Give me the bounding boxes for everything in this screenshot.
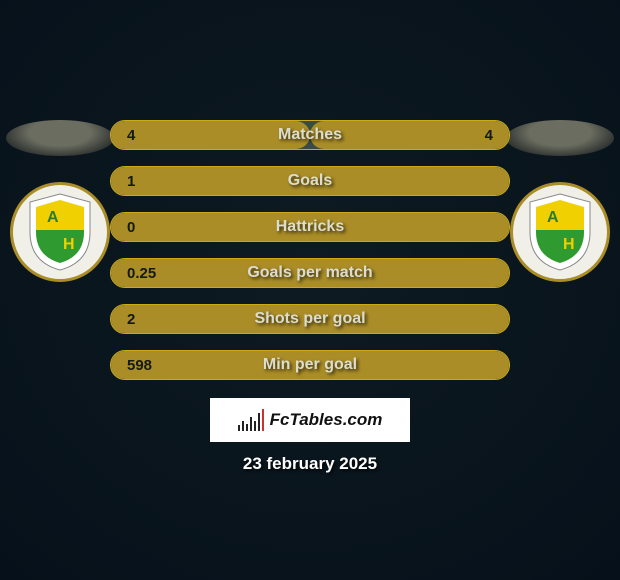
stat-row: Goals1 xyxy=(110,166,510,196)
shield-icon: A H xyxy=(25,192,95,272)
logo-bar-segment xyxy=(242,421,244,431)
stat-bars: Matches4 4 Goals1 Hattricks0 Goals per match… xyxy=(110,120,510,396)
player-left-badge: A H xyxy=(10,182,110,282)
stat-label: Goals xyxy=(111,167,509,195)
stat-value-left: 598 xyxy=(127,351,152,379)
svg-text:A: A xyxy=(547,209,559,226)
logo-text: FcTables.com xyxy=(270,410,383,430)
player-right-column: A H xyxy=(500,110,620,282)
player-left-column: A H xyxy=(0,110,120,282)
stat-label: Hattricks xyxy=(111,213,509,241)
stat-value-left: 4 xyxy=(127,121,135,149)
svg-text:H: H xyxy=(563,236,575,253)
stat-value-right: 4 xyxy=(485,121,493,149)
stat-row: Min per goal598 xyxy=(110,350,510,380)
logo-bar-segment xyxy=(250,417,252,431)
stat-value-left: 1 xyxy=(127,167,135,195)
logo-bar-segment xyxy=(262,409,264,431)
chart-icon xyxy=(238,409,264,431)
stat-row: Matches4 4 xyxy=(110,120,510,150)
stat-value-left: 0 xyxy=(127,213,135,241)
logo-bar-segment xyxy=(238,425,240,431)
svg-text:A: A xyxy=(47,209,59,226)
stat-label: Min per goal xyxy=(111,351,509,379)
stat-row: Hattricks0 xyxy=(110,212,510,242)
stat-value-left: 0.25 xyxy=(127,259,156,287)
logo-bar-segment xyxy=(254,421,256,431)
stat-label: Matches xyxy=(111,121,509,149)
shield-icon: A H xyxy=(525,192,595,272)
page-root: RodrÃ­guez Ibarra vs SÃ¡nchez Esmeraldas… xyxy=(0,0,620,580)
fctables-logo[interactable]: FcTables.com xyxy=(210,398,410,442)
stat-value-left: 2 xyxy=(127,305,135,333)
stat-row: Shots per goal2 xyxy=(110,304,510,334)
player-right-oval xyxy=(506,120,614,156)
player-left-oval xyxy=(6,120,114,156)
stat-row: Goals per match0.25 xyxy=(110,258,510,288)
stat-label: Goals per match xyxy=(111,259,509,287)
footer-date: 23 february 2025 xyxy=(0,454,620,474)
svg-text:H: H xyxy=(63,236,75,253)
logo-bar-segment xyxy=(246,424,248,431)
logo-bar-segment xyxy=(258,413,260,431)
stat-label: Shots per goal xyxy=(111,305,509,333)
player-right-badge: A H xyxy=(510,182,610,282)
